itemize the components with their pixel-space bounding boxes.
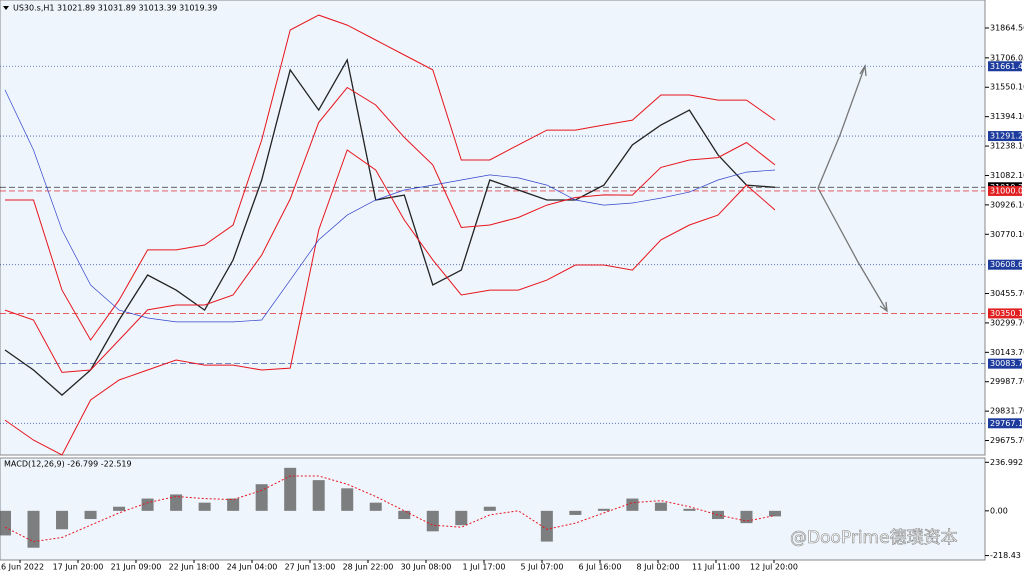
x-tick-label: 28 Jun 22:00 [343, 563, 394, 572]
level-box [988, 61, 1022, 72]
x-tick-label: 24 Jun 04:00 [227, 563, 278, 572]
x-tick-label: 11 Jul 11:00 [692, 563, 740, 572]
macd-bar [0, 510, 11, 536]
macd-bar [483, 506, 496, 511]
y-tick-label: 30299.70 [990, 318, 1024, 327]
level-label: 30083.70 [990, 359, 1024, 368]
x-tick-label: 30 Jun 08:00 [401, 563, 452, 572]
x-tick-label: 5 Jul 07:00 [521, 563, 564, 572]
macd-bar [284, 467, 297, 511]
x-tick-label: 12 Jul 20:00 [750, 563, 798, 572]
middle-line [4, 86, 776, 373]
macd-bar [769, 510, 781, 517]
price-panel [0, 0, 986, 456]
macd-tick-label: 0.00 [990, 506, 1008, 515]
y-tick-label: 29831.70 [990, 407, 1024, 416]
macd-bar [198, 502, 211, 511]
level-box [988, 418, 1022, 429]
x-tick-label: 1 Jul 17:00 [463, 563, 506, 572]
level-box [988, 308, 1022, 319]
macd-bar [312, 480, 325, 511]
level-label: 30350.18 [990, 309, 1024, 318]
x-tick-label: 27 Jun 13:00 [285, 563, 336, 572]
macd-bar [170, 494, 183, 511]
level-label: 31000.00 [990, 186, 1024, 195]
y-tick-label: 30455.70 [990, 289, 1024, 298]
level-box [988, 259, 1022, 270]
macd-bar [341, 488, 354, 511]
level-label: 31291.23 [990, 132, 1024, 141]
y-tick-label: 31238.10 [990, 142, 1024, 151]
macd-bar [255, 484, 268, 511]
level-label: 29767.17 [990, 419, 1024, 428]
watermark: @DooPrime德璞资本 [790, 528, 958, 548]
x-tick-label: 22 Jun 18:00 [169, 563, 220, 572]
x-tick-label: 8 Jul 02:00 [637, 563, 680, 572]
x-tick-label: 16 Jun 2022 [0, 563, 44, 572]
ma-line [4, 89, 776, 323]
y-tick-label: 30143.70 [990, 348, 1024, 357]
projection-arrows [817, 64, 888, 313]
macd-bar [56, 510, 69, 530]
macd-bar [654, 502, 667, 511]
macd-bar [683, 508, 696, 511]
level-box [988, 358, 1022, 369]
macd-bar [740, 510, 753, 524]
macd-tick-label: 236.992 [990, 458, 1023, 467]
macd-bar [27, 510, 40, 548]
x-tick-label: 17 Jun 20:00 [53, 563, 104, 572]
y-tick-label: 31394.10 [990, 112, 1024, 121]
macd-bar [455, 510, 468, 526]
macd-bar [113, 506, 126, 511]
macd-bar [711, 510, 724, 520]
x-tick-label: 21 Jun 09:00 [111, 563, 162, 572]
macd-title: MACD(12,26,9) -26.799 -22.519 [4, 460, 132, 469]
level-box [988, 185, 1022, 196]
menu-icon [3, 6, 9, 10]
upper-line [5, 14, 776, 341]
macd-bar [540, 510, 553, 542]
y-tick-label: 31082.10 [990, 171, 1024, 180]
macd-bar [426, 510, 439, 532]
macd-bar [597, 508, 610, 511]
y-tick-label: 30926.10 [990, 200, 1024, 209]
macd-bar [626, 498, 639, 511]
y-tick-label: 31550.10 [990, 83, 1024, 92]
y-tick-label: 29675.70 [990, 436, 1024, 445]
header: US30.s,H1 31021.89 31031.89 31013.39 310… [13, 4, 217, 13]
level-label: 30608.62 [990, 260, 1024, 269]
macd-tick-label: -218.43 [990, 551, 1021, 560]
y-tick-label: 31864.50 [990, 23, 1024, 32]
signal-line [4, 475, 776, 543]
y-tick-label: 31706.05 [990, 53, 1024, 62]
close-line [4, 58, 776, 396]
x-tick-label: 6 Jul 16:00 [579, 563, 622, 572]
macd-bar [569, 510, 582, 515]
macd-bar [227, 498, 240, 511]
macd-bar [84, 510, 97, 520]
level-label: 31661.46 [990, 62, 1024, 71]
macd-bar [369, 502, 382, 511]
y-tick-label: 29987.70 [990, 377, 1024, 386]
level-box [988, 131, 1022, 142]
y-tick-label: 30770.10 [990, 230, 1024, 239]
macd-bar [398, 510, 411, 520]
